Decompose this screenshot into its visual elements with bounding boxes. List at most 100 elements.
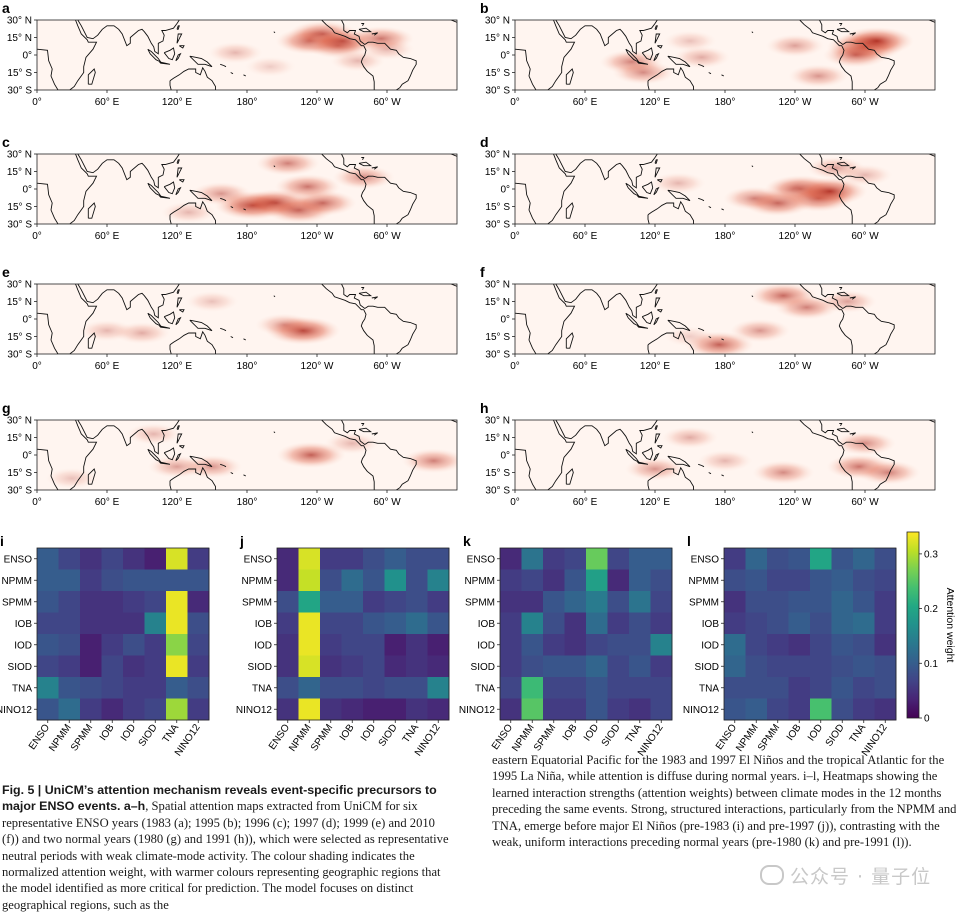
coastline [321, 420, 375, 490]
heatmap-cell [341, 698, 364, 721]
heatmap-cell [543, 548, 565, 570]
row-label: SIOD [8, 662, 32, 673]
heatmap-cell [564, 548, 587, 570]
col-label: SIOD [377, 722, 400, 748]
map-panel-a: a30° N15° N0°15° S30° S0° 60° E 120° E 180°… [2, 0, 458, 108]
coastline [637, 195, 649, 199]
lat-tick-label: 30° S [7, 220, 32, 231]
lon-tick-label: 120° E [162, 497, 192, 508]
lon-tick-label: 120° E [640, 497, 670, 508]
row-label: IOD [14, 640, 32, 651]
heatmap-cell [500, 612, 522, 635]
heatmap-cell [586, 548, 608, 570]
row-label: SPMM [2, 597, 32, 608]
heatmap-cell [58, 569, 81, 592]
coastline [361, 287, 365, 291]
heatmap-cell [101, 677, 124, 699]
heatmap-cell [874, 655, 897, 678]
coastline [175, 186, 182, 196]
heatmap-cell [650, 698, 673, 721]
coastline [179, 309, 185, 313]
lon-tick-label: 120° E [162, 231, 192, 242]
coastline [179, 179, 185, 183]
coastline [169, 480, 172, 490]
heatmap-cell [521, 677, 544, 699]
heatmap-cell [874, 548, 897, 570]
watermark-text: 公众号 · 量子位 [790, 866, 932, 888]
coastline [230, 72, 234, 75]
coastline [654, 159, 658, 164]
lon-tick-label: 60° W [373, 97, 401, 108]
heatmap-cell [427, 698, 450, 721]
coastline [698, 197, 705, 202]
col-label: IOB [338, 722, 357, 743]
lat-tick-label: 15° S [485, 202, 510, 213]
heatmap-cell [80, 698, 102, 721]
heatmap-cell [384, 634, 407, 656]
lon-tick-label: 180° [237, 361, 258, 372]
heatmap-cell [874, 698, 897, 721]
lon-tick-label: 180° [715, 231, 736, 242]
heatmap-cell [427, 634, 450, 656]
heatmap-cell [187, 698, 210, 721]
coastline [243, 208, 247, 211]
lat-tick-label: 15° N [485, 297, 510, 308]
heatmap-frame [723, 547, 897, 721]
heatmap-cell [37, 655, 59, 678]
coastline [230, 472, 234, 475]
lon-tick-label: 120° W [301, 361, 334, 372]
lon-tick-label: 120° W [301, 231, 334, 242]
heatmap-cell [123, 698, 145, 721]
heatmap-cell [810, 612, 832, 635]
heatmap-cell [187, 677, 210, 699]
lat-tick-label: 0° [22, 451, 32, 462]
lon-tick-label: 60° W [373, 231, 401, 242]
heatmap-cell [629, 548, 651, 570]
attention-hotspot [45, 467, 99, 489]
lon-tick-label: 120° E [162, 361, 192, 372]
heatmap-cell [144, 677, 167, 699]
heatmap-cell [37, 612, 59, 635]
coastline [647, 80, 650, 90]
lat-tick-label: 0° [500, 185, 510, 196]
coastline [849, 32, 856, 36]
coastline [450, 20, 457, 23]
lat-tick-label: 30° N [7, 280, 32, 291]
coastline [928, 284, 935, 287]
row-label: SPMM [689, 597, 719, 608]
attention-hotspot [765, 34, 825, 58]
coastline [849, 432, 856, 436]
lon-tick-label: 60° W [851, 361, 879, 372]
heatmap-cell [187, 634, 210, 656]
coastline [647, 480, 650, 490]
heatmap-cell [101, 655, 124, 678]
heatmap-cell [123, 548, 145, 570]
coastline [647, 214, 650, 224]
lon-tick-label: 60° E [573, 497, 598, 508]
heatmap-cell [564, 591, 587, 613]
row-label: SIOD [471, 662, 495, 673]
heatmap-cell [745, 677, 768, 699]
coastline [647, 66, 694, 90]
coastline [159, 61, 171, 65]
heatmap-cell [277, 569, 299, 592]
coastline [176, 289, 180, 294]
coastline [836, 291, 851, 297]
col-label: TNA [624, 722, 645, 745]
coastline [243, 474, 247, 477]
coastline [321, 154, 375, 224]
heatmap-cell [853, 634, 875, 656]
attention-hotspot [788, 64, 849, 88]
coastline [515, 284, 576, 354]
heatmap-cell [277, 677, 299, 699]
heatmap-cell [406, 548, 428, 570]
heatmap-cell [874, 591, 897, 613]
coastline [361, 157, 365, 161]
heatmap-cell [853, 548, 875, 570]
coastline [450, 154, 457, 157]
heatmap-cell [166, 612, 188, 635]
map-panel-e: e30° N15° N0°15° S30° S0° 60° E 120° E 180°… [2, 264, 458, 372]
coastline [637, 61, 649, 65]
heatmap-cell [543, 569, 565, 592]
heatmap-cell [406, 677, 428, 699]
